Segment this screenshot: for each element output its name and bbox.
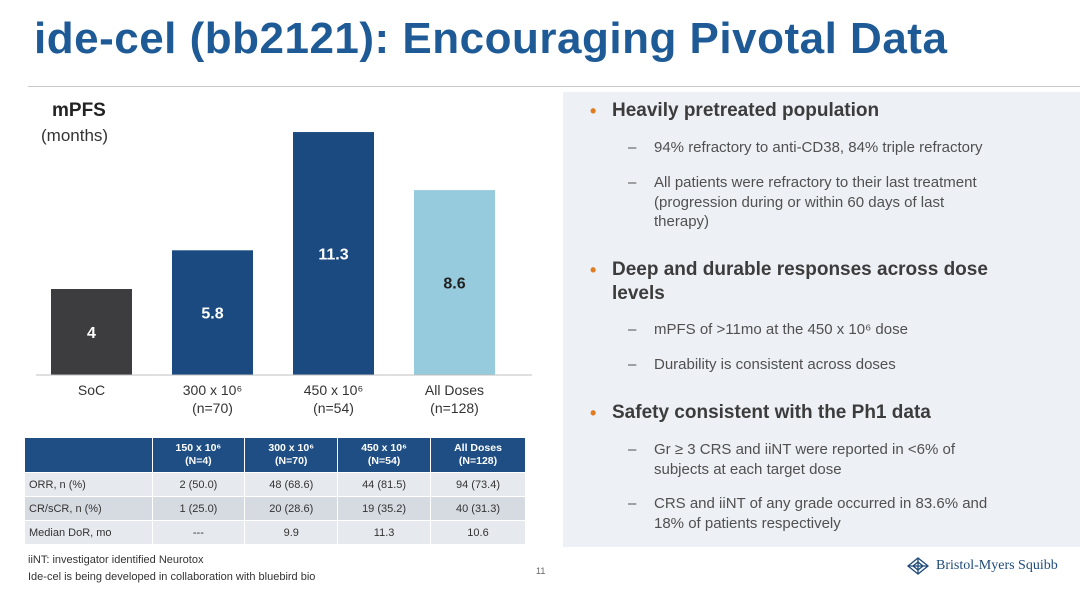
mpfs-bar-chart: 4 SoC 5.8 300 x 10⁶ (n=70) 11.3 450 x 10⁶ (n=54… (36, 132, 532, 416)
table-header-dose: All Doses (454, 442, 502, 454)
sub-bullet-line: therapy) (654, 213, 710, 230)
category-label-3-line1: 450 x 10⁶ (304, 382, 363, 398)
bullet-heading-2: • Deep and durable responses across dose l… (590, 258, 988, 306)
table-row-label: ORR, n (%) (24, 472, 153, 497)
dash-icon: – (628, 174, 637, 191)
table-header-1: 150 x 10⁶ (N=4) (151, 437, 246, 473)
bullet-heading-line: Safety consistent with the Ph1 data (612, 402, 931, 423)
sub-bullet-3-2: – CRS and iiNT of any grade occurred in 8… (628, 494, 988, 533)
bullet-dot-icon: • (590, 101, 597, 121)
sub-bullet-1-2: – All patients were refractory to their l… (628, 173, 977, 232)
dash-icon: – (628, 139, 637, 156)
table-header-n: (N=128) (458, 455, 498, 467)
chart-title: mPFS (52, 100, 106, 121)
table-header-4: All Doses (N=128) (430, 437, 526, 473)
dash-icon: – (628, 441, 637, 458)
footnote-collaboration: Ide-cel is being developed in collaborat… (28, 571, 316, 583)
table-header-row: 150 x 10⁶ (N=4) 300 x 10⁶ (N=70) 450 x 10⁶ (N… (24, 437, 526, 473)
bars-layer (51, 132, 495, 375)
bms-emblem-icon (906, 557, 930, 575)
bar-3 (293, 132, 374, 375)
bullet-heading-line: Deep and durable responses across dose (612, 259, 988, 280)
bullet-heading-line: Heavily pretreated population (612, 100, 880, 121)
sub-bullet-2-1: – mPFS of >11mo at the 450 x 10⁶ dose (628, 320, 908, 340)
table-cell: 40 (31.3) (430, 496, 526, 521)
title-divider (28, 86, 1080, 87)
chart-subtitle: (months) (41, 126, 109, 145)
right-panel-background (563, 92, 1080, 547)
table-cell: 20 (28.6) (244, 496, 339, 521)
sub-bullet-line: subjects at each target dose (654, 460, 842, 478)
sub-bullet-line: 94% refractory to anti-CD38, 84% triple … (654, 139, 983, 156)
sub-bullet-line: All patients were refractory to their la… (654, 174, 977, 191)
table-row-label: Median DoR, mo (24, 520, 153, 545)
labels-layer: 4 SoC 5.8 300 x 10⁶ (n=70) 11.3 450 x 10⁶ (n=54… (78, 247, 484, 416)
table-cell: --- (151, 520, 246, 545)
table-cell: 94 (73.4) (430, 472, 526, 497)
bar-value-label-4: 8.6 (443, 276, 465, 293)
table-header-3: 450 x 10⁶ (N=54) (337, 437, 432, 473)
category-label-1-line1: SoC (78, 382, 105, 398)
bullet-heading-3: • Safety consistent with the Ph1 data (590, 401, 931, 425)
table-header-dose: 150 x 10⁶ (175, 442, 222, 454)
sub-bullet-line: CRS and iiNT of any grade occurred in 83… (654, 495, 988, 512)
table-header-n: (N=4) (185, 455, 212, 467)
bar-1 (51, 289, 132, 375)
bullet-dot-icon: • (590, 403, 597, 423)
sub-bullet-line: 18% of patients respectively (654, 514, 841, 532)
table-cell: 48 (68.6) (244, 472, 339, 497)
category-label-4-line1: All Doses (425, 382, 484, 398)
category-label-2-line2: (n=70) (192, 400, 233, 416)
category-label-2-line1: 300 x 10⁶ (183, 382, 242, 398)
category-label-4-line2: (n=128) (430, 400, 479, 416)
logo-text: Bristol-Myers Squibb (936, 558, 1058, 573)
table-header-dose: 450 x 10⁶ (361, 442, 407, 454)
sub-bullet-2-2: – Durability is consistent across doses (628, 355, 896, 375)
bar-value-label-3: 11.3 (318, 247, 348, 264)
bar-2 (172, 250, 253, 375)
table-cell: 1 (25.0) (151, 496, 246, 521)
table-header-dose: 300 x 10⁶ (268, 442, 315, 454)
table-header-n: (N=70) (275, 455, 308, 467)
page-number: 11 (536, 566, 546, 576)
sub-bullet-3-1: – Gr ≥ 3 CRS and iiNT were reported in <6… (628, 440, 956, 479)
table-cell: 19 (35.2) (337, 496, 432, 521)
bar-4 (414, 190, 495, 375)
table-cell: 2 (50.0) (151, 472, 246, 497)
table-cell: 44 (81.5) (337, 472, 432, 497)
category-label-3-line2: (n=54) (313, 400, 354, 416)
bar-value-label-1: 4 (87, 325, 96, 342)
table-row: Median DoR, mo --- 9.9 11.3 10.6 (24, 520, 526, 545)
bar-value-label-2: 5.8 (201, 306, 223, 323)
table-row: CR/sCR, n (%) 1 (25.0) 20 (28.6) 19 (35.2) 4… (24, 496, 526, 521)
company-logo: Bristol-Myers Squibb (906, 556, 1058, 576)
response-table: 150 x 10⁶ (N=4) 300 x 10⁶ (N=70) 450 x 10⁶ (N… (24, 437, 526, 545)
table-header-n: (N=54) (367, 455, 401, 467)
table-header-0 (24, 437, 153, 473)
sub-bullet-line: Gr ≥ 3 CRS and iiNT were reported in <6%… (654, 441, 956, 458)
table-cell: 9.9 (244, 520, 339, 545)
sub-bullet-1-1: –94% refractory to anti-CD38, 84% triple… (628, 138, 983, 158)
table-cell: 11.3 (337, 520, 432, 545)
slide-title: ide-cel (bb2121): Encouraging Pivotal Da… (34, 14, 948, 63)
table-row: ORR, n (%) 2 (50.0) 48 (68.6) 44 (81.5) 94 (… (24, 472, 526, 497)
dash-icon: – (628, 356, 637, 373)
dash-icon: – (628, 321, 637, 338)
sub-bullet-line: Durability is consistent across doses (654, 356, 896, 373)
table-cell: 10.6 (430, 520, 526, 545)
bullet-dot-icon: • (590, 260, 597, 280)
bullet-heading-1: • Heavily pretreated population (590, 99, 880, 123)
sub-bullet-line: mPFS of >11mo at the 450 x 10⁶ dose (654, 321, 908, 338)
bullet-heading-line: levels (612, 283, 665, 304)
dash-icon: – (628, 495, 637, 512)
table-header-2: 300 x 10⁶ (N=70) (244, 437, 339, 473)
footnote-iint: iiNT: investigator identified Neurotox (28, 554, 204, 566)
sub-bullet-line: (progression during or within 60 days of… (654, 193, 945, 211)
table-row-label: CR/sCR, n (%) (24, 496, 153, 521)
